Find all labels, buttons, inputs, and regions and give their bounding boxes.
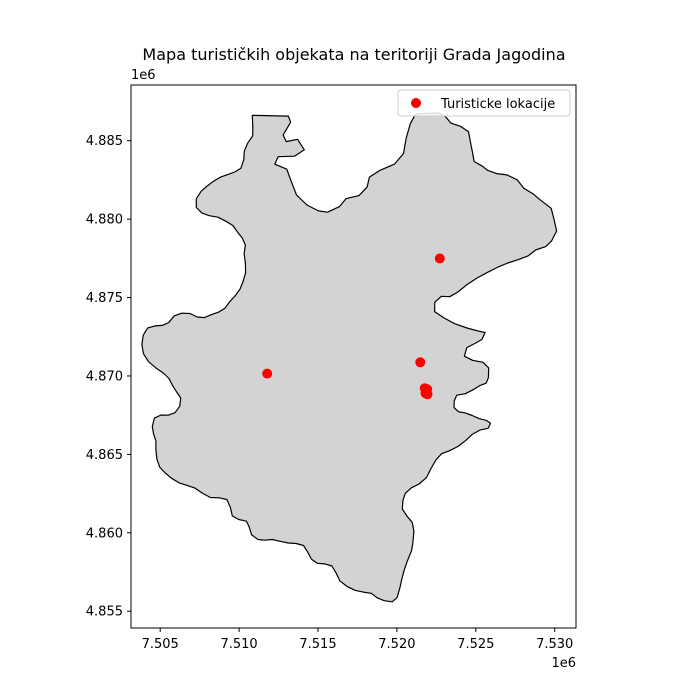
y-tick-label: 4.860 (86, 526, 123, 541)
ticks-layer: 7.505 7.510 7.515 7.520 7.525 7.530 4.855 4.860… (86, 134, 574, 652)
y-tick-label: 4.865 (86, 448, 123, 463)
legend: Turisticke lokacije (397, 89, 571, 117)
y-tick-label: 4.885 (86, 134, 123, 149)
chart-title: Mapa turističkih objekata na teritoriji … (142, 45, 565, 64)
tourist-location-point[interactable] (262, 368, 273, 379)
y-tick-label: 4.875 (86, 291, 123, 306)
legend-label: Turisticke lokacije (440, 97, 555, 112)
x-tick-label: 7.505 (142, 637, 179, 652)
x-offset-label: 1e6 (551, 656, 576, 671)
plot-frame (130, 84, 577, 629)
legend-marker (411, 98, 421, 108)
municipality-boundary (141, 112, 558, 603)
legend-box (397, 89, 571, 117)
x-tick-label: 7.525 (457, 637, 494, 652)
y-offset-label: 1e6 (131, 68, 156, 83)
y-tick-label: 4.870 (86, 369, 123, 384)
boundary-layer (141, 112, 558, 603)
x-tick-label: 7.520 (378, 637, 415, 652)
y-tick-label: 4.855 (86, 605, 123, 620)
tourist-location-point[interactable] (415, 357, 426, 368)
y-tick-label: 4.880 (86, 213, 123, 228)
tourist-location-point[interactable] (434, 253, 445, 264)
x-tick-label: 7.515 (299, 637, 336, 652)
tourist-location-point[interactable] (422, 389, 433, 400)
x-tick-label: 7.530 (536, 637, 573, 652)
x-tick-label: 7.510 (220, 637, 257, 652)
points-layer (262, 253, 445, 400)
